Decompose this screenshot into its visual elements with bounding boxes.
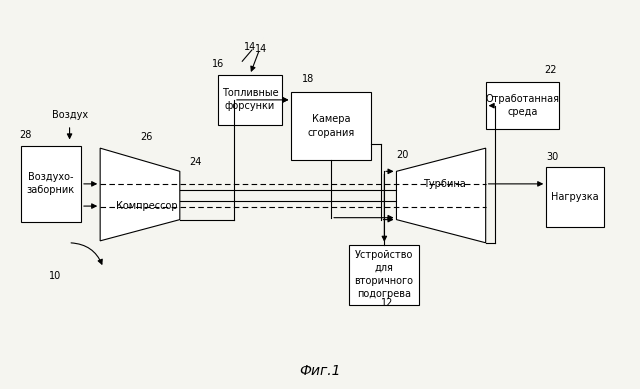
Text: 24: 24 [189,158,202,167]
Text: 10: 10 [49,272,61,281]
Text: 20: 20 [396,150,409,160]
Text: Турбина: Турбина [423,179,466,189]
Text: Фиг.1: Фиг.1 [300,364,340,378]
Text: 18: 18 [302,74,314,84]
Text: Камера
сгорания: Камера сгорания [308,114,355,138]
Text: Отработанная
среда: Отработанная среда [485,94,559,117]
Text: Топливные
форсунки: Топливные форсунки [221,88,278,112]
Text: 22: 22 [544,65,557,75]
Text: Воздухо-
заборник: Воздухо- заборник [27,172,75,196]
Text: Устройство
для
вторичного
подогрева: Устройство для вторичного подогрева [354,250,413,300]
Bar [486,82,559,129]
Text: Воздух: Воздух [51,110,88,120]
Bar [546,167,604,227]
Bar [218,75,282,125]
Text: Компрессор: Компрессор [116,201,177,211]
Polygon shape [100,148,180,241]
Text: 30: 30 [546,152,559,162]
Text: 14: 14 [255,44,268,54]
Text: 14: 14 [244,42,256,52]
Bar [349,245,419,305]
Text: 12: 12 [381,298,393,308]
Text: 28: 28 [19,130,31,140]
Text: 16: 16 [212,59,224,69]
Bar [20,146,81,222]
Polygon shape [396,148,486,243]
Bar [291,92,371,160]
Text: Нагрузка: Нагрузка [551,193,598,202]
Text: 26: 26 [140,132,153,142]
